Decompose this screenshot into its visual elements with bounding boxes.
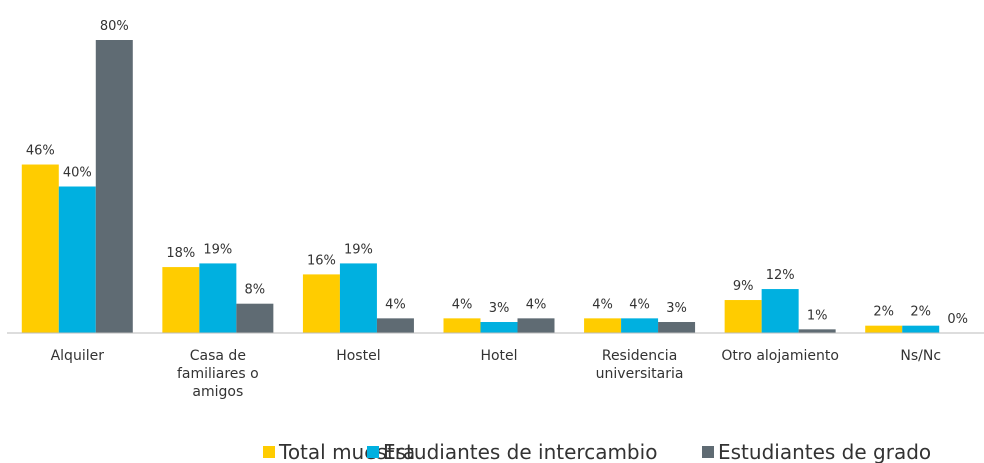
bar: [798, 329, 836, 333]
bar: [443, 318, 481, 333]
x-tick-label: Residencia universitaria: [595, 348, 684, 382]
x-tick-label: Casa de familiares o amigos: [176, 348, 259, 400]
bar: [517, 318, 555, 333]
data-label: 12%: [766, 268, 795, 283]
bar: [302, 274, 340, 333]
data-label: 46%: [26, 144, 55, 159]
bar: [339, 263, 377, 333]
data-label: 1%: [807, 308, 828, 323]
data-label: 16%: [307, 253, 336, 268]
bar: [95, 40, 133, 333]
data-label: 4%: [592, 297, 613, 312]
data-label: 3%: [489, 301, 510, 316]
bar: [658, 322, 696, 333]
data-label: 9%: [733, 279, 754, 294]
data-label: 80%: [100, 19, 129, 34]
data-label: 0%: [947, 312, 968, 327]
bar: [902, 325, 940, 333]
data-label: 18%: [166, 246, 195, 261]
bar: [21, 164, 59, 333]
legend-item: Estudiantes de intercambio: [367, 440, 657, 463]
bar: [865, 325, 903, 333]
bar: [584, 318, 622, 333]
legend-label: Estudiantes de grado: [718, 440, 932, 463]
data-label: 19%: [203, 242, 232, 257]
bar: [199, 263, 237, 333]
data-label: 4%: [385, 297, 406, 312]
x-tick-label: Ns/Nc: [900, 348, 942, 364]
data-label: 2%: [873, 305, 894, 320]
data-label: 19%: [344, 242, 373, 257]
legend-swatch: [367, 446, 379, 458]
data-label: 4%: [526, 297, 547, 312]
bar: [724, 300, 762, 333]
legend-item: Total muestra: [263, 440, 415, 463]
legend-label: Estudiantes de intercambio: [383, 440, 658, 463]
x-tick-label: Otro alojamiento: [721, 348, 839, 364]
bar: [376, 318, 414, 333]
data-label: 4%: [629, 297, 650, 312]
data-label: 3%: [666, 301, 687, 316]
x-tick-label: Hotel: [480, 348, 518, 364]
bar: [761, 289, 799, 333]
data-label: 4%: [452, 297, 473, 312]
bar: [162, 267, 200, 333]
legend-item: Estudiantes de grado: [702, 440, 931, 463]
legend-swatch: [702, 446, 714, 458]
x-tick-label: Alquiler: [50, 348, 104, 364]
bar: [236, 303, 274, 333]
x-tick-label: Hostel: [336, 348, 381, 364]
data-label: 40%: [63, 166, 92, 181]
legend-label: Total muestra: [279, 440, 416, 463]
data-label: 8%: [245, 283, 266, 298]
data-label: 2%: [910, 305, 931, 320]
bar: [480, 322, 518, 333]
bar: [58, 186, 96, 333]
legend-swatch: [263, 446, 275, 458]
bar: [621, 318, 659, 333]
